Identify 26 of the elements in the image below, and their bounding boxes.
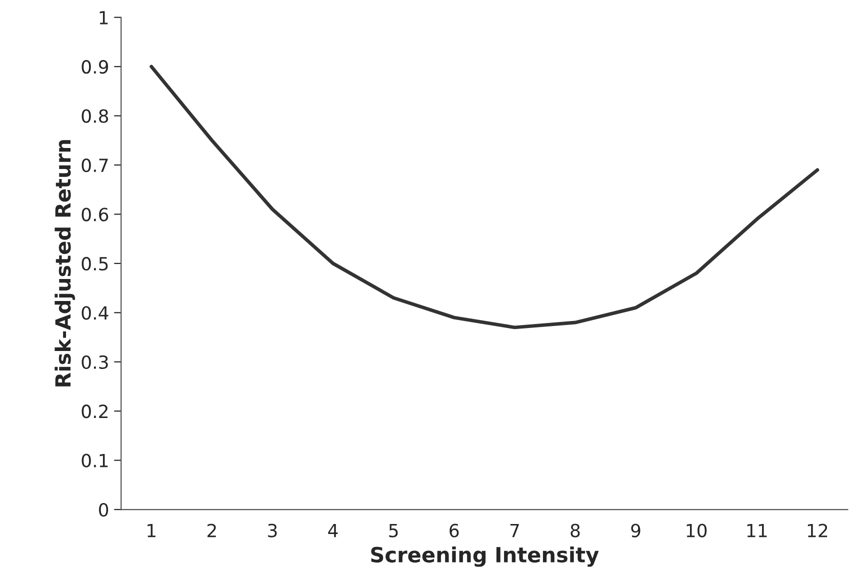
x-tick-label: 4 (328, 524, 338, 538)
y-axis-title: Risk-Adjusted Return (54, 140, 76, 386)
x-tick-label: 3 (268, 524, 277, 538)
line-series (150, 64, 820, 330)
y-tick-label: 0 (98, 502, 108, 517)
x-tick-label: 5 (389, 524, 398, 538)
x-tick-label: 9 (631, 524, 640, 538)
x-tick-label: 6 (450, 524, 459, 538)
x-tick-label: 1 (148, 524, 156, 538)
y-tick-label: 0.4 (82, 306, 108, 320)
y-tick-label: 0.7 (82, 158, 108, 172)
y-tick-label: 0.2 (82, 404, 108, 418)
x-tick-label: 11 (747, 524, 767, 538)
y-tick-label: 0.6 (82, 208, 108, 222)
x-tick-label: 7 (510, 524, 519, 538)
x-axis-title: Screening Intensity (371, 546, 599, 567)
x-tick-label: 12 (808, 524, 828, 538)
y-tick-label: 0.9 (82, 60, 108, 74)
y-tick-label: 0.5 (82, 256, 108, 271)
x-tick-label: 8 (570, 524, 580, 538)
x-tick-label: 2 (208, 524, 216, 538)
y-tick-label: 0.1 (82, 454, 108, 468)
y-tick-label: 0.3 (82, 355, 108, 369)
x-tick-label: 10 (686, 524, 707, 538)
y-tick-label: 0.8 (82, 109, 108, 123)
y-tick-label: 1 (100, 11, 108, 24)
